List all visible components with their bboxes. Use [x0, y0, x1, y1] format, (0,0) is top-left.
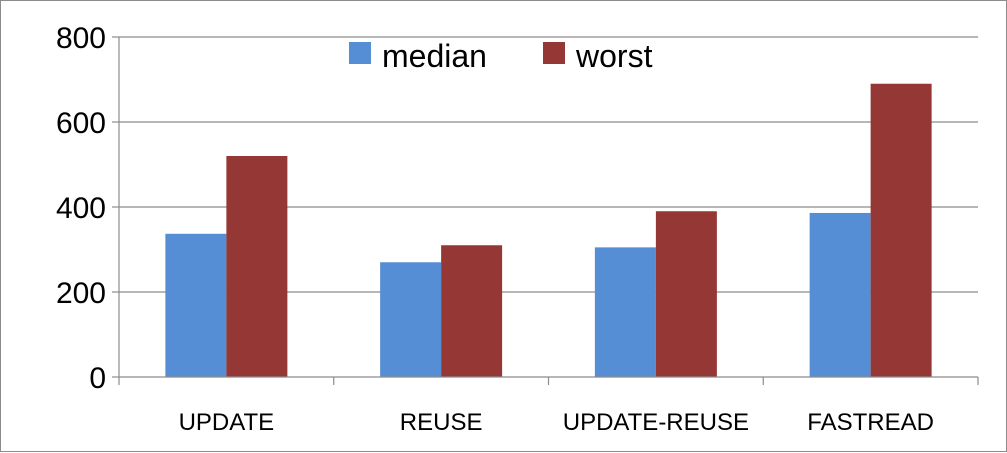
y-tick-label: 0 [89, 362, 106, 395]
legend-label-median: median [382, 38, 487, 74]
y-tick-label: 600 [56, 107, 106, 140]
y-tick-label: 200 [56, 277, 106, 310]
legend-label-worst: worst [575, 38, 653, 74]
bar-worst-update [226, 156, 288, 377]
bar-median-reuse [380, 262, 442, 377]
y-tick-label: 800 [56, 22, 106, 55]
bar-median-update-reuse [594, 247, 656, 377]
x-tick-label: REUSE [400, 409, 483, 436]
bar-median-update [165, 233, 227, 377]
y-tick-label: 400 [56, 192, 106, 225]
bar-worst-update-reuse [655, 211, 717, 377]
legend-swatch-worst [543, 42, 565, 64]
x-tick-label: UPDATE-REUSE [563, 409, 749, 436]
x-tick-label: FASTREAD [807, 409, 934, 436]
legend-swatch-median [349, 42, 371, 64]
bar-worst-reuse [441, 245, 503, 377]
bar-median-fastread [809, 212, 871, 377]
bar-worst-fastread [870, 83, 932, 377]
x-tick-label: UPDATE [179, 409, 275, 436]
